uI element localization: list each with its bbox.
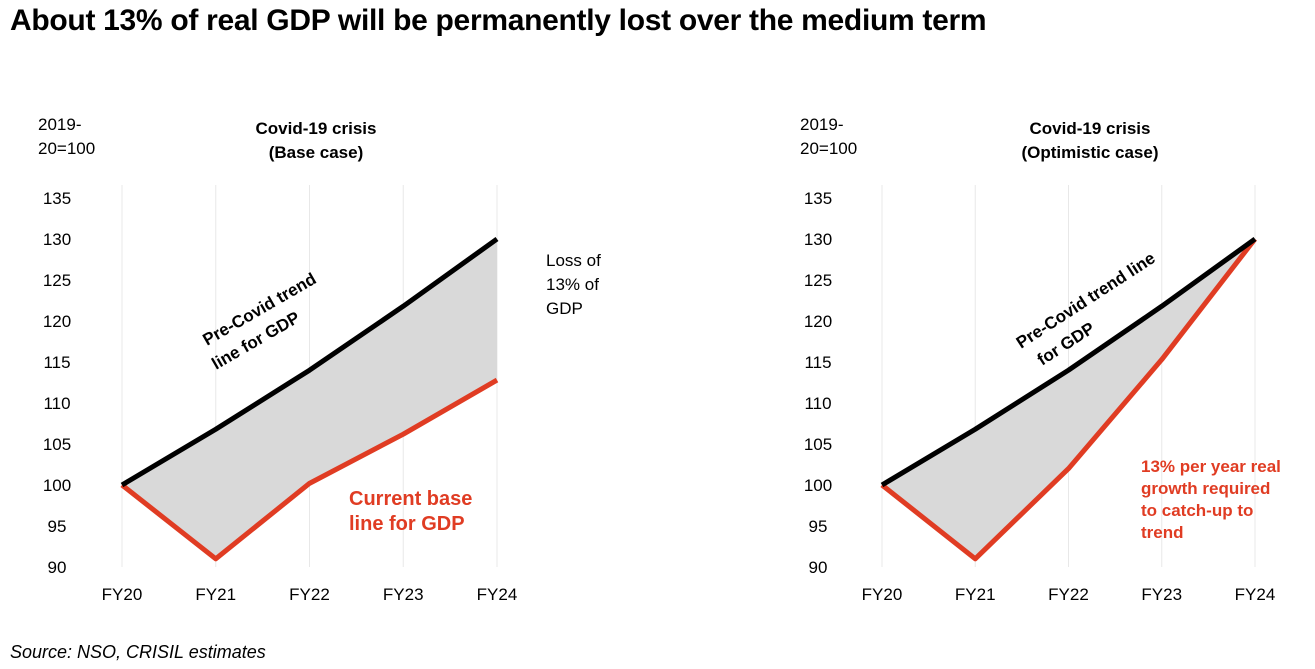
y-tick-label: 90 xyxy=(809,558,828,577)
actual-label-line-4: trend xyxy=(1141,523,1184,542)
x-tick-label: FY20 xyxy=(862,585,903,604)
series-line-pre-covid-trend xyxy=(120,236,499,488)
unit-label-line-1: 2019- xyxy=(38,115,81,134)
y-tick-label: 105 xyxy=(43,435,71,454)
unit-label-line-2: 20=100 xyxy=(38,139,95,158)
y-tick-label: 115 xyxy=(804,353,831,372)
actual-label-line-1: Current base xyxy=(349,488,472,510)
gdp-gap-area xyxy=(882,239,1255,559)
x-tick-label: FY20 xyxy=(102,585,143,604)
x-tick-label: FY24 xyxy=(477,585,518,604)
x-tick-label: FY22 xyxy=(289,585,330,604)
y-tick-label: 135 xyxy=(43,189,71,208)
y-tick-label: 130 xyxy=(43,230,71,249)
source-note: Source: NSO, CRISIL estimates xyxy=(10,642,266,662)
chart-title-line-1: Covid-19 crisis xyxy=(256,119,377,138)
x-tick-label: FY23 xyxy=(1141,585,1182,604)
series-line-current-base xyxy=(120,377,499,562)
y-tick-label: 115 xyxy=(43,353,70,372)
chart-title-line-1: Covid-19 crisis xyxy=(1030,119,1151,138)
y-axis-ticks: 135 130 125 120 115 110 105 100 95 90 xyxy=(804,189,832,577)
y-tick-label: 130 xyxy=(804,230,832,249)
y-tick-label: 105 xyxy=(804,435,832,454)
actual-label-line-1: 13% per year real xyxy=(1141,457,1281,476)
y-tick-label: 120 xyxy=(43,312,71,331)
x-tick-label: FY21 xyxy=(195,585,236,604)
y-tick-label: 95 xyxy=(809,517,828,536)
y-tick-label: 110 xyxy=(804,394,831,413)
page-title: About 13% of real GDP will be permanentl… xyxy=(10,4,987,37)
x-axis-ticks: FY20 FY21 FY22 FY23 FY24 xyxy=(862,585,1276,604)
y-tick-label: 125 xyxy=(43,271,71,290)
y-tick-label: 90 xyxy=(48,558,67,577)
x-tick-label: FY24 xyxy=(1235,585,1276,604)
series-line-catch-up xyxy=(880,237,1257,562)
actual-label-line-2: growth required xyxy=(1141,479,1270,498)
y-tick-label: 125 xyxy=(804,271,832,290)
loss-label-line-2: 13% of xyxy=(546,275,599,294)
y-tick-label: 95 xyxy=(48,517,67,536)
y-tick-label: 110 xyxy=(43,394,70,413)
unit-label-line-2: 20=100 xyxy=(800,139,857,158)
y-tick-label: 135 xyxy=(804,189,832,208)
x-tick-label: FY23 xyxy=(383,585,424,604)
loss-label-line-1: Loss of xyxy=(546,251,601,270)
chart-title-line-2: (Optimistic case) xyxy=(1022,143,1159,162)
unit-label-line-1: 2019- xyxy=(800,115,843,134)
x-tick-label: FY22 xyxy=(1048,585,1089,604)
gdp-loss-area xyxy=(122,239,497,559)
x-tick-label: FY21 xyxy=(955,585,996,604)
y-axis-ticks: 135 130 125 120 115 110 105 100 95 90 xyxy=(43,189,71,577)
y-tick-label: 120 xyxy=(804,312,832,331)
chart-optimistic-case: 2019- 20=100 Covid-19 crisis (Optimistic… xyxy=(800,115,1281,604)
chart-title-line-2: (Base case) xyxy=(269,143,364,162)
y-tick-label: 100 xyxy=(43,476,71,495)
chart-base-case: 2019- 20=100 Covid-19 crisis (Base case)… xyxy=(38,115,601,604)
y-tick-label: 100 xyxy=(804,476,832,495)
loss-label-line-3: GDP xyxy=(546,299,583,318)
actual-label-line-3: to catch-up to xyxy=(1141,501,1253,520)
series-line-pre-covid-trend xyxy=(880,236,1257,488)
x-axis-ticks: FY20 FY21 FY22 FY23 FY24 xyxy=(102,585,518,604)
actual-label-line-2: line for GDP xyxy=(349,513,465,535)
